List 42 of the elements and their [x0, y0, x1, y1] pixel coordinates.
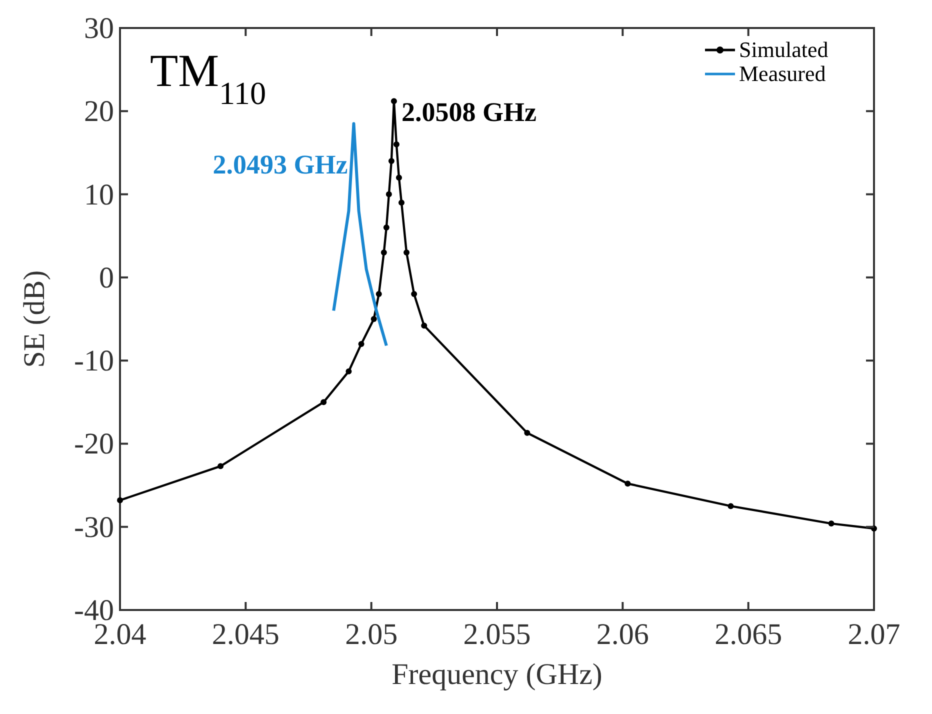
point	[421, 322, 428, 329]
legend-label: Simulated	[739, 37, 828, 62]
y-tick-label: -10	[74, 344, 114, 378]
point	[390, 98, 397, 104]
point	[411, 291, 418, 298]
y-tick-label: -30	[74, 510, 114, 544]
y-tick-label: 30	[84, 12, 114, 45]
annotation: 2.0508 GHz	[401, 97, 536, 128]
x-tick-label: 2.06	[596, 618, 649, 651]
annotation: 2.0493 GHz	[212, 150, 348, 180]
point	[388, 158, 394, 164]
x-axis-title: Frequency (GHz)	[392, 658, 602, 691]
y-tick-label: 20	[84, 95, 114, 128]
point	[398, 200, 404, 206]
y-axis-title: SE (dB)	[18, 270, 51, 368]
point	[218, 463, 224, 470]
point	[404, 249, 410, 256]
x-tick-label: 2.055	[463, 618, 531, 651]
x-tick-label: 2.05	[345, 618, 398, 651]
point	[386, 191, 392, 198]
legend-label: Measured	[739, 61, 826, 86]
point	[370, 316, 377, 322]
point	[346, 368, 352, 374]
point	[358, 340, 364, 347]
point	[393, 141, 400, 148]
x-tick-label: 2.065	[714, 618, 782, 651]
point	[828, 520, 834, 527]
point	[396, 174, 402, 181]
point	[728, 503, 734, 510]
point	[376, 291, 382, 298]
point	[117, 497, 123, 504]
x-tick-label: 2.045	[212, 618, 280, 651]
point	[383, 224, 390, 231]
x-tick-label: 2.07	[848, 618, 900, 651]
point	[320, 399, 327, 406]
y-tick-label: 0	[99, 261, 114, 294]
y-tick-label: -20	[74, 428, 114, 461]
point	[524, 430, 530, 436]
point	[624, 480, 631, 487]
annotation: TM$_{110}$	[150, 45, 266, 111]
y-tick-label: 10	[84, 178, 114, 212]
point	[380, 249, 387, 256]
